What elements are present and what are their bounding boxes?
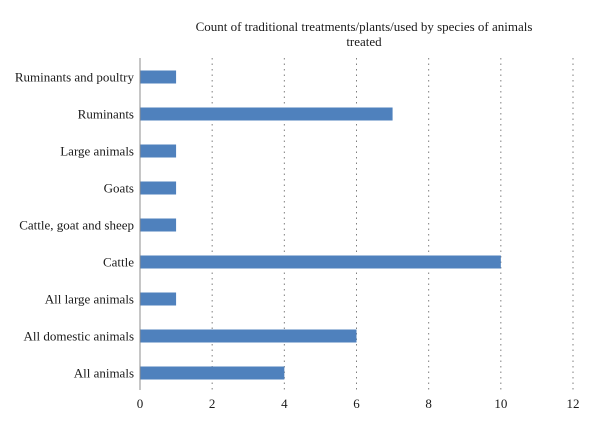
x-tick-labels: 0 2 4 6 8 10 12 (137, 396, 580, 411)
category-label-6: All large animals (45, 292, 134, 307)
bar-7 (140, 329, 357, 343)
category-label-8: All animals (74, 366, 134, 381)
bar-5 (140, 255, 501, 269)
category-label-3: Goats (104, 181, 134, 196)
x-tick-label-1: 2 (209, 396, 216, 411)
x-tick-label-3: 6 (353, 396, 360, 411)
bar-8 (140, 366, 285, 380)
category-label-7: All domestic animals (24, 329, 134, 344)
category-label-1: Ruminants (78, 107, 134, 122)
chart-title-line-2: treated (346, 34, 382, 49)
x-tick-label-2: 4 (281, 396, 288, 411)
chart-title: Count of traditional treatments/plants/u… (196, 19, 533, 49)
x-tick-label-5: 10 (494, 396, 507, 411)
category-labels: Ruminants and poultry Ruminants Large anim… (15, 70, 135, 381)
category-label-4: Cattle, goat and sheep (19, 218, 134, 233)
x-tick-label-6: 12 (567, 396, 580, 411)
bars (140, 70, 501, 380)
x-tick-label-0: 0 (137, 396, 144, 411)
bar-4 (140, 218, 177, 232)
x-tick-label-4: 8 (425, 396, 432, 411)
chart-title-line-1: Count of traditional treatments/plants/u… (196, 19, 533, 34)
bar-6 (140, 292, 177, 306)
bar-3 (140, 181, 177, 195)
category-label-2: Large animals (60, 144, 134, 159)
bar-2 (140, 144, 177, 158)
category-label-0: Ruminants and poultry (15, 70, 135, 85)
bar-1 (140, 107, 393, 121)
bar-0 (140, 70, 177, 84)
category-label-5: Cattle (103, 255, 134, 270)
